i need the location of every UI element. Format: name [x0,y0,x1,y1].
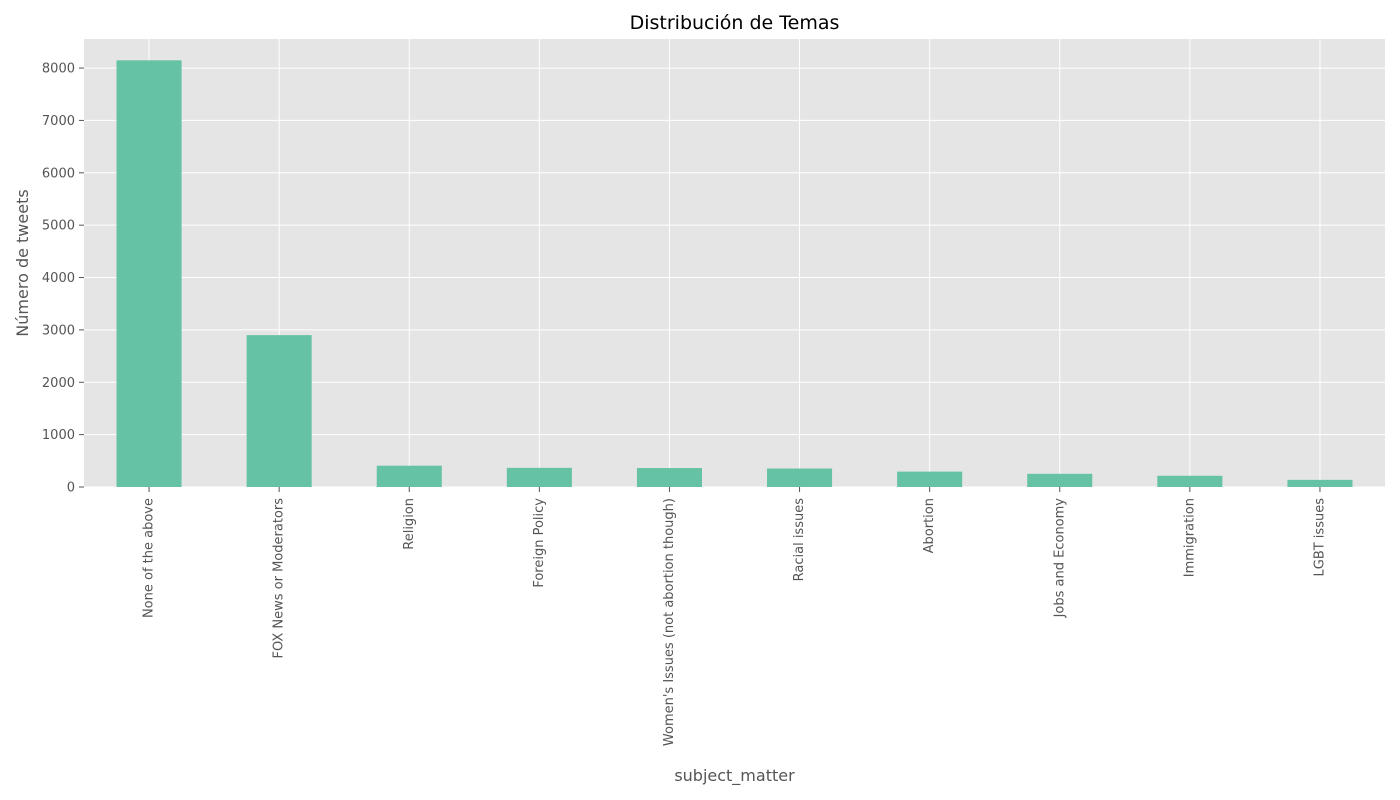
y-tick-label: 5000 [42,219,75,234]
bar-6 [897,471,963,487]
y-tick-label: 3000 [42,323,75,338]
x-tick-label: Jobs and Economy [1052,498,1067,619]
bar-5 [767,468,833,487]
x-axis-label: subject_matter [674,766,795,786]
bar-8 [1157,475,1223,487]
chart-title: Distribución de Temas [630,12,840,34]
x-tick-label: Women's Issues (not abortion though) [662,498,677,746]
y-tick-label: 1000 [42,428,75,443]
bar-1 [246,335,312,487]
bar-0 [116,60,182,487]
y-axis-label: Número de tweets [13,189,32,336]
x-tick-label: FOX News or Moderators [272,498,287,659]
x-tick-label: Religion [402,498,417,550]
x-tick-label: Immigration [1182,498,1197,577]
x-tick-label: Abortion [922,498,937,553]
y-tick-label: 6000 [42,166,75,181]
bar-3 [506,467,572,487]
x-tick-label: Foreign Policy [532,498,547,588]
bar-2 [376,465,442,487]
x-tick-label: Racial issues [792,498,807,582]
y-tick-label: 4000 [42,271,75,286]
y-tick-label: 0 [67,481,75,496]
axis-ticks: 0 1000 2000 3000 4000 5000 6000 7000 8000 None of… [42,62,1328,747]
y-tick-label: 2000 [42,376,75,391]
bar-4 [636,468,702,487]
x-tick-label: None of the above [142,498,157,618]
x-tick-label: LGBT issues [1312,498,1327,577]
bar-9 [1287,479,1353,487]
y-tick-label: 8000 [42,62,75,77]
bars [116,60,1353,487]
bar-7 [1027,473,1093,487]
y-tick-label: 7000 [42,114,75,129]
